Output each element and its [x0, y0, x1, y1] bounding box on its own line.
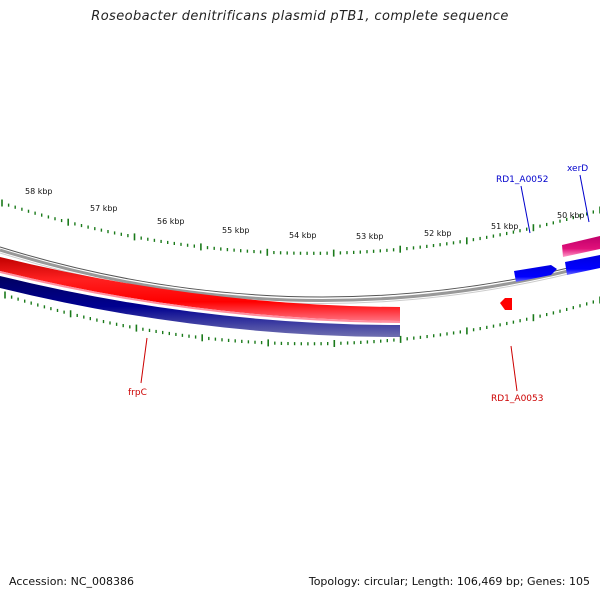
- scale-label-53kbp: 53 kbp: [356, 232, 384, 241]
- gene-label-frpC[interactable]: frpC: [128, 388, 147, 398]
- map-title: Roseobacter denitrificans plasmid pTB1, …: [91, 9, 509, 24]
- gene-label-xerD[interactable]: xerD: [567, 164, 588, 174]
- frpC-forward-feature[interactable]: [0, 257, 400, 321]
- scale-label-50kbp: 50 kbp: [557, 211, 585, 220]
- scale-label-58kbp: 58 kbp: [25, 187, 53, 196]
- RD1-A0053-leader: [510, 345, 518, 392]
- frpC-leader: [140, 337, 148, 384]
- RD1-A0052-feature[interactable]: [514, 265, 557, 282]
- scale-label-51kbp: 51 kbp: [491, 222, 519, 231]
- frpC-reverse-feature[interactable]: [0, 276, 400, 337]
- RD1-A0052-leader: [520, 185, 531, 234]
- xerD-leader: [579, 174, 590, 223]
- scale-ticks: [1, 199, 600, 347]
- accession-text: Accession: NC_008386: [9, 575, 135, 588]
- scale-label-54kbp: 54 kbp: [289, 231, 317, 240]
- topology-summary: Topology: circular; Length: 106,469 bp; …: [308, 575, 590, 588]
- frpC-forward-highlight: [0, 271, 401, 323]
- scale-label-56kbp: 56 kbp: [157, 217, 185, 226]
- gene-label-RD1-A0052[interactable]: RD1_A0052: [496, 175, 548, 185]
- scale-label-52kbp: 52 kbp: [424, 229, 452, 238]
- backbone: [0, 246, 600, 304]
- label-leaders: [140, 174, 590, 392]
- xerD-feature[interactable]: [562, 236, 600, 257]
- scale-label-57kbp: 57 kbp: [90, 204, 118, 213]
- scale-label-55kbp: 55 kbp: [222, 226, 250, 235]
- blue-feature-right[interactable]: [565, 255, 600, 275]
- scale-labels: 58 kbp 57 kbp 56 kbp 55 kbp 54 kbp 53 kb…: [25, 187, 585, 241]
- RD1-A0053-feature[interactable]: [500, 298, 512, 310]
- gene-label-RD1-A0053[interactable]: RD1_A0053: [491, 394, 543, 404]
